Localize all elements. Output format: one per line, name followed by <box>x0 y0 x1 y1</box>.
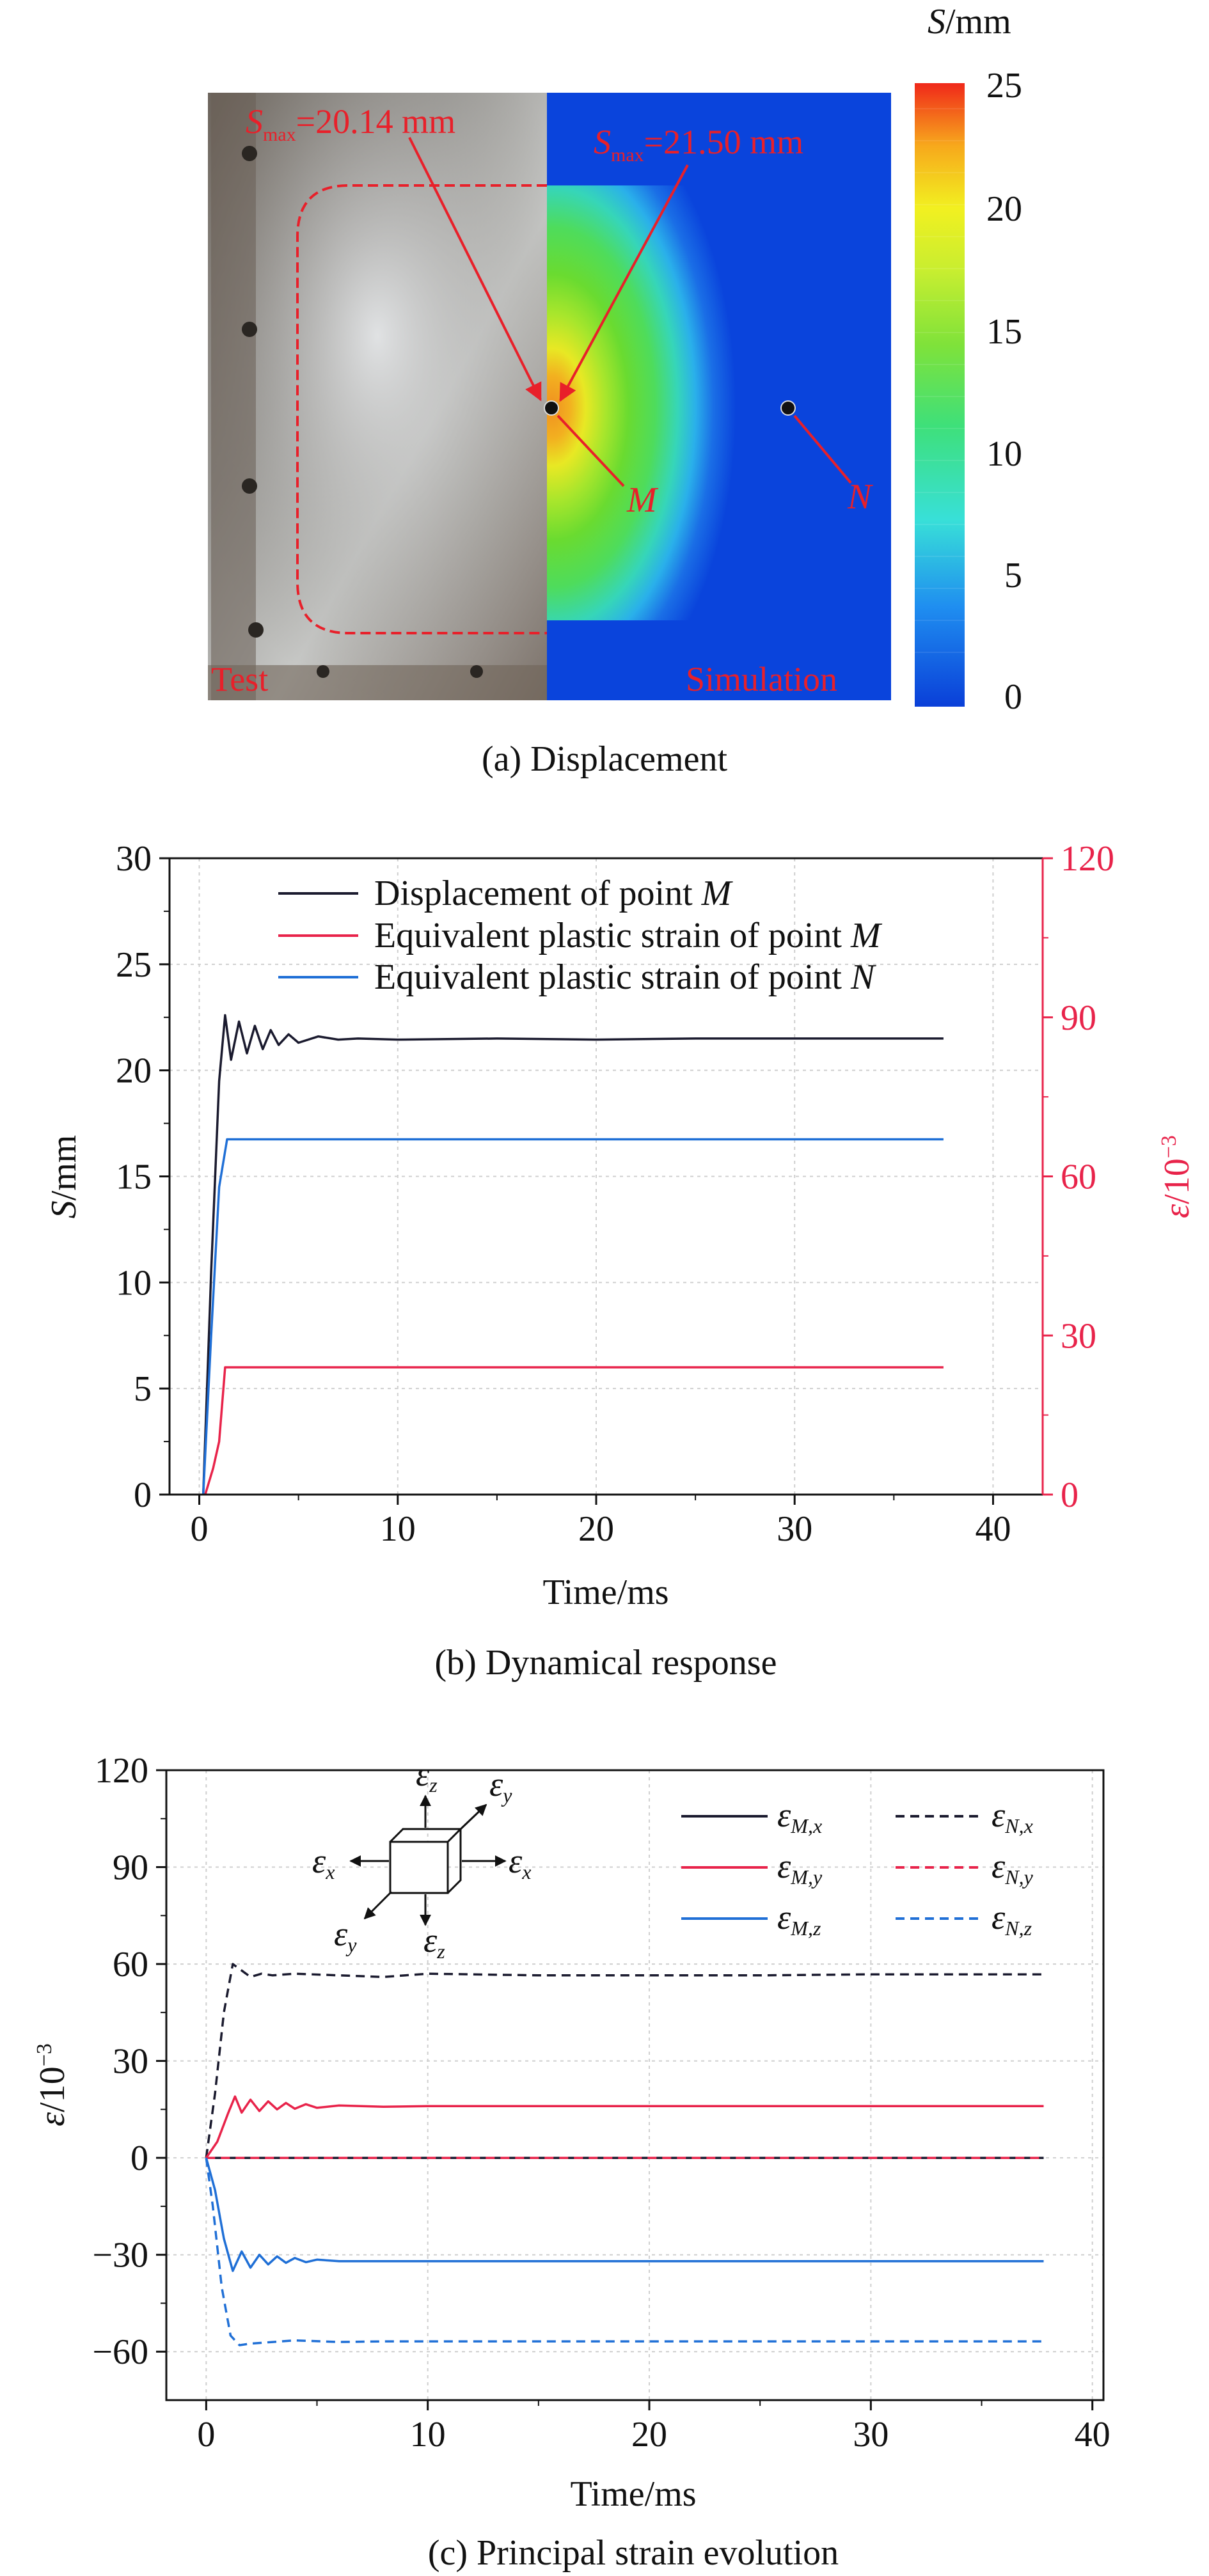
y-tick-label: 120 <box>95 1751 148 1791</box>
test-smax-label: Smax=20.14 mm <box>246 102 455 145</box>
y-tick-label: 10 <box>116 1263 152 1303</box>
plot-frame <box>165 1769 1105 2401</box>
bolt-holes <box>242 146 483 678</box>
colorbar-tick: 0 <box>1004 677 1022 717</box>
panel-c-caption: (c) Principal strain evolution <box>428 2533 839 2573</box>
point-m-leader <box>557 414 625 487</box>
axis-ticks: 0 10 20 30 40 0 5 10 15 20 25 30 0 30 60 90 120 <box>116 839 1114 1549</box>
legend-label-n-x: εN,x <box>992 1796 1033 1837</box>
panel-c-principal-strain: 0 10 20 30 40 −60 −30 0 30 60 90 120 εz εy εx εx εy… <box>33 1751 1110 2573</box>
colorbar-title: S/mm <box>928 2 1011 42</box>
x-tick-label: 10 <box>380 1509 416 1549</box>
x-tick-label: 0 <box>191 1509 209 1549</box>
series-line-equivalent-plastic-strain-of-point-m <box>204 1366 944 1495</box>
series-line-displacement-of-point-m <box>201 1014 944 1495</box>
legend-label-m-x: εM,x <box>777 1796 822 1837</box>
sim-smax-arrow <box>559 164 689 402</box>
test-smax-arrow <box>408 137 542 402</box>
y2-tick-label: 60 <box>1061 1158 1096 1197</box>
legend-label-n-y: εN,y <box>992 1847 1034 1889</box>
y2-axis-label: ε/10−3 <box>1157 1135 1197 1218</box>
y-tick-label: 0 <box>134 1475 152 1515</box>
x-tick-label: 40 <box>1075 2415 1110 2454</box>
y-tick-label: 30 <box>116 839 152 879</box>
y-tick-label: 60 <box>113 1945 148 1984</box>
panel-a-displacement: Smax=20.14 mm Smax=21.50 mm M N Test Sim… <box>208 2 1022 779</box>
colorbar-tick: 25 <box>986 66 1022 106</box>
y2-tick-label: 120 <box>1061 839 1114 879</box>
x-axis-label: Time/ms <box>542 1573 668 1612</box>
svg-text:εz: εz <box>416 1755 438 1796</box>
colorbar-tick: 5 <box>1004 556 1022 595</box>
grid <box>166 1770 1103 2400</box>
panel-a-caption: (a) Displacement <box>482 739 727 779</box>
axis-ticks: 0 10 20 30 40 −60 −30 0 30 60 90 120 <box>92 1751 1110 2454</box>
y-tick-label: 30 <box>113 2042 148 2082</box>
y-tick-label: 20 <box>116 1051 152 1091</box>
x-axis-label: Time/ms <box>570 2474 696 2514</box>
colorbar-tick: 15 <box>986 312 1022 352</box>
svg-text:εy: εy <box>334 1915 357 1956</box>
y-tick-label: −60 <box>92 2332 148 2372</box>
x-tick-label: 40 <box>975 1509 1011 1549</box>
legend-label-strain-m: Equivalent plastic strain of point M <box>374 916 883 955</box>
legend-label-m-z: εM,z <box>777 1898 821 1940</box>
y-tick-label: 25 <box>116 945 152 985</box>
colorbar <box>915 83 965 707</box>
test-label: Test <box>211 660 268 698</box>
svg-text:εx: εx <box>312 1842 335 1883</box>
legend-label-strain-n: Equivalent plastic strain of point N <box>374 957 876 997</box>
x-tick-label: 10 <box>410 2415 446 2454</box>
strain-axes-labels: εz εy εx εx εy εz <box>312 1755 531 1963</box>
y2-tick-label: 30 <box>1061 1316 1096 1356</box>
point-n-label: N <box>847 477 873 517</box>
point-n-marker <box>780 400 796 416</box>
series-lines <box>205 1963 1044 2346</box>
series-line-equivalent-plastic-strain-of-point-n <box>201 1138 944 1495</box>
sim-smax-label: Smax=21.50 mm <box>594 123 803 166</box>
legend: Displacement of point M Equivalent plast… <box>278 874 883 997</box>
y2-tick-label: 90 <box>1061 998 1096 1038</box>
svg-text:εx: εx <box>509 1842 531 1883</box>
point-m-label: M <box>626 480 659 520</box>
y-axis-label: S/mm <box>44 1135 84 1219</box>
y-tick-label: 0 <box>130 2139 148 2178</box>
x-tick-label: 0 <box>197 2415 215 2454</box>
simulation-field <box>547 93 891 700</box>
x-tick-label: 30 <box>853 2415 889 2454</box>
y2-tick-label: 0 <box>1061 1475 1079 1515</box>
panel-b-caption: (b) Dynamical response <box>435 1643 777 1683</box>
colorbar-steps <box>915 108 965 653</box>
test-deformation-outline <box>296 184 547 634</box>
x-tick-label: 20 <box>578 1509 614 1549</box>
y-tick-label: 90 <box>113 1848 148 1888</box>
colorbar-tick: 20 <box>986 189 1022 229</box>
strain-axes-icon <box>349 1795 507 1926</box>
svg-text:εy: εy <box>489 1765 512 1807</box>
legend-label-m-y: εM,y <box>777 1847 823 1889</box>
x-tick-label: 20 <box>631 2415 667 2454</box>
legend-label-n-z: εN,z <box>992 1898 1032 1940</box>
simulation-label: Simulation <box>686 660 837 698</box>
y-tick-label: 5 <box>134 1369 152 1409</box>
y-tick-label: −30 <box>92 2236 148 2275</box>
colorbar-tick: 10 <box>986 434 1022 474</box>
series-line--n-x <box>205 1963 1044 2158</box>
y-tick-label: 15 <box>116 1158 152 1197</box>
point-m-marker <box>544 400 559 416</box>
series-line--m-z <box>205 2157 1044 2272</box>
y-axis-label: ε/10−3 <box>33 2043 72 2126</box>
colorbar-ticks: 25 20 15 10 5 0 <box>986 66 1022 717</box>
legend-label-displacement-m: Displacement of point M <box>374 874 734 913</box>
svg-text:εz: εz <box>423 1921 445 1963</box>
x-tick-label: 30 <box>777 1509 812 1549</box>
series-lines <box>201 1014 944 1495</box>
series-line--n-z <box>205 2157 1044 2346</box>
panel-b-dynamical-response: 0 10 20 30 40 0 5 10 15 20 25 30 0 30 60 90 120 Displace… <box>44 839 1197 1683</box>
series-line--m-y <box>205 2095 1044 2159</box>
point-n-leader <box>793 414 852 484</box>
